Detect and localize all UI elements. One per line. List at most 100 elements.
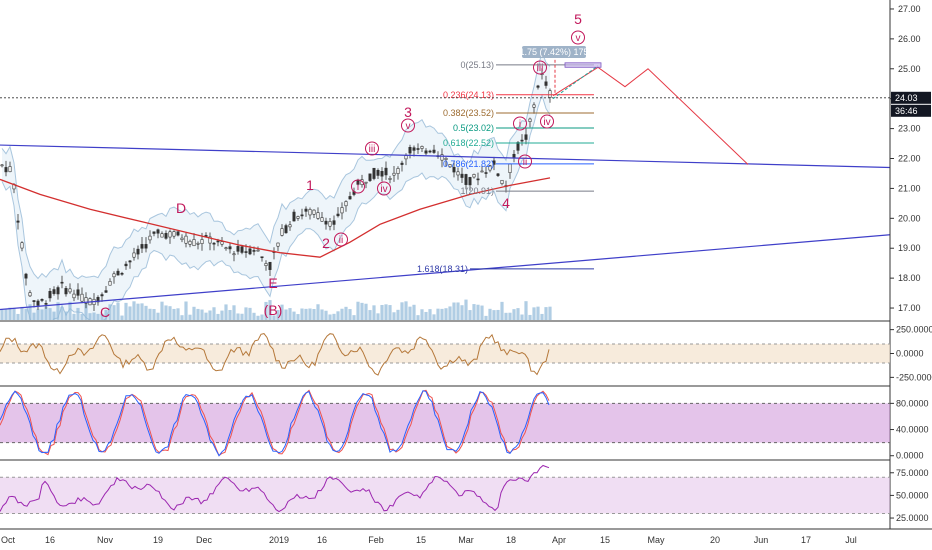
- time-tick-label: 18: [506, 535, 516, 545]
- price-panel[interactable]: 0(25.13) 0.236(24.13) 0.382(23.52) 0.5(23.0…: [0, 11, 890, 332]
- time-tick-label: Apr: [552, 535, 566, 545]
- volume-bar: [516, 308, 520, 320]
- volume-bar: [148, 308, 152, 320]
- candle-body: [244, 251, 248, 253]
- volume-bar: [200, 309, 204, 320]
- candle-body: [188, 240, 192, 245]
- candle-body: [120, 272, 124, 275]
- candle-body: [408, 147, 412, 154]
- stoch-rsi-panel[interactable]: [0, 389, 890, 457]
- volume-bar: [128, 306, 132, 320]
- time-tick-label: Oct: [1, 535, 16, 545]
- wave-label-circle: [334, 232, 348, 247]
- volume-bar: [204, 312, 208, 320]
- indicator-axes[interactable]: 250.0000 0.0000 -250.0000 80.0000 40.0000 0.0…: [890, 325, 932, 523]
- candle-body: [16, 220, 20, 223]
- cci-panel[interactable]: [0, 333, 890, 376]
- price-tick-label: 18.00: [898, 273, 921, 283]
- volume-bar: [208, 310, 212, 320]
- volume-bar: [268, 300, 272, 320]
- lower-trendline[interactable]: [0, 234, 890, 311]
- candle-body: [388, 178, 392, 180]
- fibonacci-retracement[interactable]: 0(25.13) 0.236(24.13) 0.382(23.52) 0.5(23.0…: [417, 60, 594, 274]
- measure-label-background: [522, 46, 586, 58]
- candle-body: [60, 281, 64, 284]
- volume-bar: [32, 312, 36, 320]
- volume-bar: [332, 313, 336, 320]
- price-tick-label: 21.00: [898, 183, 921, 193]
- candle-body: [404, 155, 408, 160]
- volume-bar: [472, 304, 476, 320]
- fib-level-label: 1.618(18.31): [417, 264, 468, 274]
- candle-body: [364, 181, 368, 184]
- fib-level-label: 0.236(24.13): [443, 90, 494, 100]
- volume-bar: [548, 306, 552, 320]
- last-price-tag: 24.03 36:46: [891, 91, 931, 117]
- volume-bar: [544, 307, 548, 320]
- rsi-panel[interactable]: [0, 464, 890, 515]
- candle-body: [312, 209, 316, 215]
- volume-bar: [424, 311, 428, 320]
- volume-bar: [252, 312, 256, 320]
- wave-label-circle: [513, 116, 527, 131]
- volume-bar: [76, 307, 80, 320]
- volume-bar: [468, 310, 472, 320]
- volume-bar: [504, 312, 508, 320]
- candle-body: [240, 246, 244, 253]
- stoch-k-line: [0, 390, 550, 457]
- indicator-tick-label: 50.0000: [896, 490, 929, 500]
- volume-bar: [420, 309, 424, 320]
- volume-bar: [16, 313, 20, 320]
- volume-bar: [40, 309, 44, 320]
- upper-trendline[interactable]: [0, 144, 890, 169]
- candle-body: [192, 239, 196, 247]
- wave-label: 5: [574, 11, 582, 27]
- volume-bar: [136, 303, 140, 320]
- candle-body: [332, 220, 336, 225]
- volume-bar: [20, 306, 24, 320]
- candle-body: [252, 250, 256, 252]
- candles: [0, 68, 552, 311]
- candle-body: [72, 293, 76, 299]
- candle-body: [276, 242, 280, 247]
- price-tick-label: 27.00: [898, 4, 921, 14]
- candle-body: [168, 231, 172, 238]
- volume-bar: [240, 313, 244, 320]
- volume-bar: [72, 313, 76, 320]
- price-range-measure[interactable]: 1.75 (7.42%) 175: [519, 46, 602, 68]
- time-tick-label: 16: [317, 535, 327, 545]
- candle-body: [316, 212, 320, 219]
- time-axis[interactable]: Oct 16 Nov 19 Dec 2019 16 Feb 15 Mar 18 Apr 15 May 20 J…: [1, 535, 857, 545]
- volume-bar: [480, 305, 484, 320]
- wave-label-circle: [571, 30, 585, 45]
- candle-body: [144, 244, 148, 249]
- wave-label-circle: [518, 154, 532, 169]
- candle-body: [292, 211, 296, 222]
- wave-label: C: [100, 304, 110, 320]
- volume-bar: [508, 312, 512, 320]
- volume-bar: [28, 304, 32, 320]
- time-tick-label: 16: [45, 535, 55, 545]
- candle-body: [184, 235, 188, 244]
- candle-body: [56, 287, 60, 295]
- volume-bar: [228, 310, 232, 320]
- volume-bar: [108, 304, 112, 320]
- volume-bar: [356, 301, 360, 320]
- volume-bar: [352, 315, 356, 320]
- fib-level-label: 0.5(23.02): [453, 123, 494, 133]
- wave-label: iv: [380, 184, 387, 195]
- candle-body: [20, 242, 24, 249]
- volume-bar: [376, 313, 380, 320]
- volume-bar: [428, 309, 432, 320]
- volume-bar: [448, 306, 452, 320]
- volume-bar: [216, 313, 220, 320]
- candle-body: [152, 231, 156, 234]
- volume-bar: [496, 309, 500, 320]
- candle-body: [548, 90, 552, 98]
- candle-body: [68, 288, 72, 293]
- projection-arrows[interactable]: [552, 59, 749, 165]
- stoch-band: [0, 403, 890, 443]
- candle-body: [128, 260, 132, 263]
